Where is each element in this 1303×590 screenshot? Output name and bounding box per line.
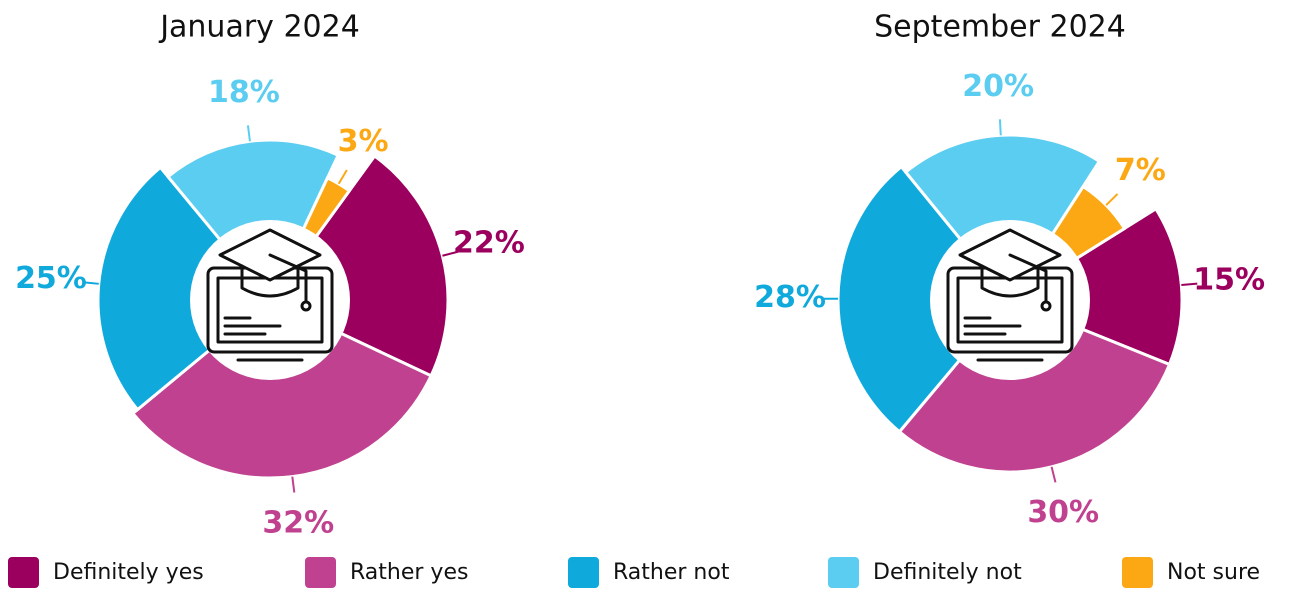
legend-label: Rather yes (350, 560, 468, 585)
chart-title: January 2024 (158, 10, 360, 45)
value-label: 20% (962, 69, 1034, 104)
value-label: 30% (1027, 495, 1099, 530)
legend-swatch (305, 557, 336, 588)
value-label: 25% (15, 261, 87, 296)
chart-title: September 2024 (874, 10, 1126, 45)
legend-swatch (8, 557, 39, 588)
legend-label: Rather not (613, 560, 730, 585)
legend-label: Not sure (1167, 560, 1260, 585)
legend-swatch (1122, 557, 1153, 588)
leader-line (82, 281, 99, 285)
value-label: 18% (208, 75, 280, 110)
value-label: 28% (754, 280, 826, 315)
value-label: 32% (262, 506, 334, 541)
leader-line (998, 119, 1002, 136)
leader-line (1105, 193, 1119, 206)
leader-line (442, 250, 459, 257)
leader-line (1181, 282, 1198, 287)
legend-label: Definitely yes (53, 560, 204, 585)
value-label: 22% (453, 225, 525, 260)
leader-line (1050, 466, 1057, 483)
value-label: 15% (1193, 262, 1265, 297)
value-label: 7% (1115, 153, 1166, 188)
legend-label: Definitely not (873, 560, 1022, 585)
value-label: 3% (338, 124, 389, 159)
leader-line (246, 125, 251, 142)
legend-swatch (828, 557, 859, 588)
legend-swatch (568, 557, 599, 588)
leader-line (291, 476, 296, 493)
leader-line (337, 169, 348, 185)
